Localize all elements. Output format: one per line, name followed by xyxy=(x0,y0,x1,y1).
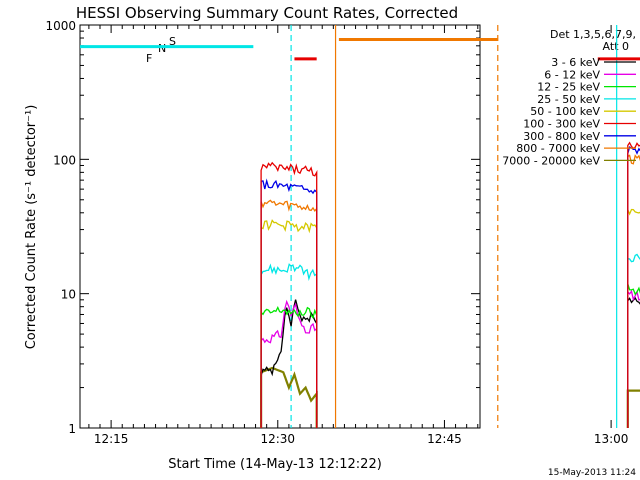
legend-label-100-300-kev: 100 - 300 keV xyxy=(523,118,600,131)
series-12-25-kev xyxy=(627,283,640,428)
x-tick-label: 12:30 xyxy=(260,432,295,446)
y-tick-label: 10 xyxy=(61,288,76,302)
legend-label-7000-20000-kev: 7000 - 20000 keV xyxy=(502,154,600,167)
legend-label-3-6-kev: 3 - 6 keV xyxy=(551,56,600,69)
series-800-7000-kev xyxy=(260,199,318,428)
series-25-50-kev xyxy=(627,253,640,428)
series-7000-20000-kev xyxy=(260,366,318,428)
series-50-100-kev xyxy=(260,219,318,428)
series-12-25-kev xyxy=(260,305,318,428)
x-tick-label: 12:45 xyxy=(427,432,462,446)
legend-label-6-12-kev: 6 - 12 keV xyxy=(544,68,600,81)
series-7000-20000-kev xyxy=(626,389,640,428)
legend-label-300-800-kev: 300 - 800 keV xyxy=(523,130,600,143)
y-tick-label: 100 xyxy=(53,153,76,167)
series-100-300-kev xyxy=(627,141,640,428)
x-tick-label: 12:15 xyxy=(94,432,129,446)
series-6-12-kev xyxy=(627,289,640,428)
series-300-800-kev xyxy=(627,146,640,428)
y-axis-label: Corrected Count Rate (s⁻¹ detector⁻¹) xyxy=(24,105,39,350)
legend-header-detectors: Det 1,3,5,6,7,9, xyxy=(550,28,636,41)
flag-label-s: S xyxy=(169,35,176,48)
flag-label-f: F xyxy=(146,52,152,65)
timestamp: 15-May-2013 11:24 xyxy=(548,468,636,478)
flag-label-n: N xyxy=(158,42,166,55)
legend-label-25-50-kev: 25 - 50 keV xyxy=(537,93,600,106)
series-3-6-kev xyxy=(260,299,318,428)
y-tick-label: 1000 xyxy=(45,19,76,33)
legend-label-800-7000-kev: 800 - 7000 keV xyxy=(516,142,600,155)
legend-label-50-100-kev: 50 - 100 keV xyxy=(530,105,600,118)
plot-frame xyxy=(79,24,481,429)
series-6-12-kev xyxy=(260,299,318,428)
series-25-50-kev xyxy=(260,263,318,428)
legend-header-attenuator: Att 0 xyxy=(603,40,629,53)
x-axis-label: Start Time (14-May-13 12:12:22) xyxy=(168,457,382,472)
x-tick-label: 13:00 xyxy=(594,432,629,446)
series-100-300-kev xyxy=(260,161,318,428)
chart-title: HESSI Observing Summary Count Rates, Cor… xyxy=(76,4,458,22)
y-tick-label: 1 xyxy=(68,422,76,436)
legend-label-12-25-kev: 12 - 25 keV xyxy=(537,81,600,94)
series-300-800-kev xyxy=(260,178,318,428)
series-50-100-kev xyxy=(627,208,640,428)
